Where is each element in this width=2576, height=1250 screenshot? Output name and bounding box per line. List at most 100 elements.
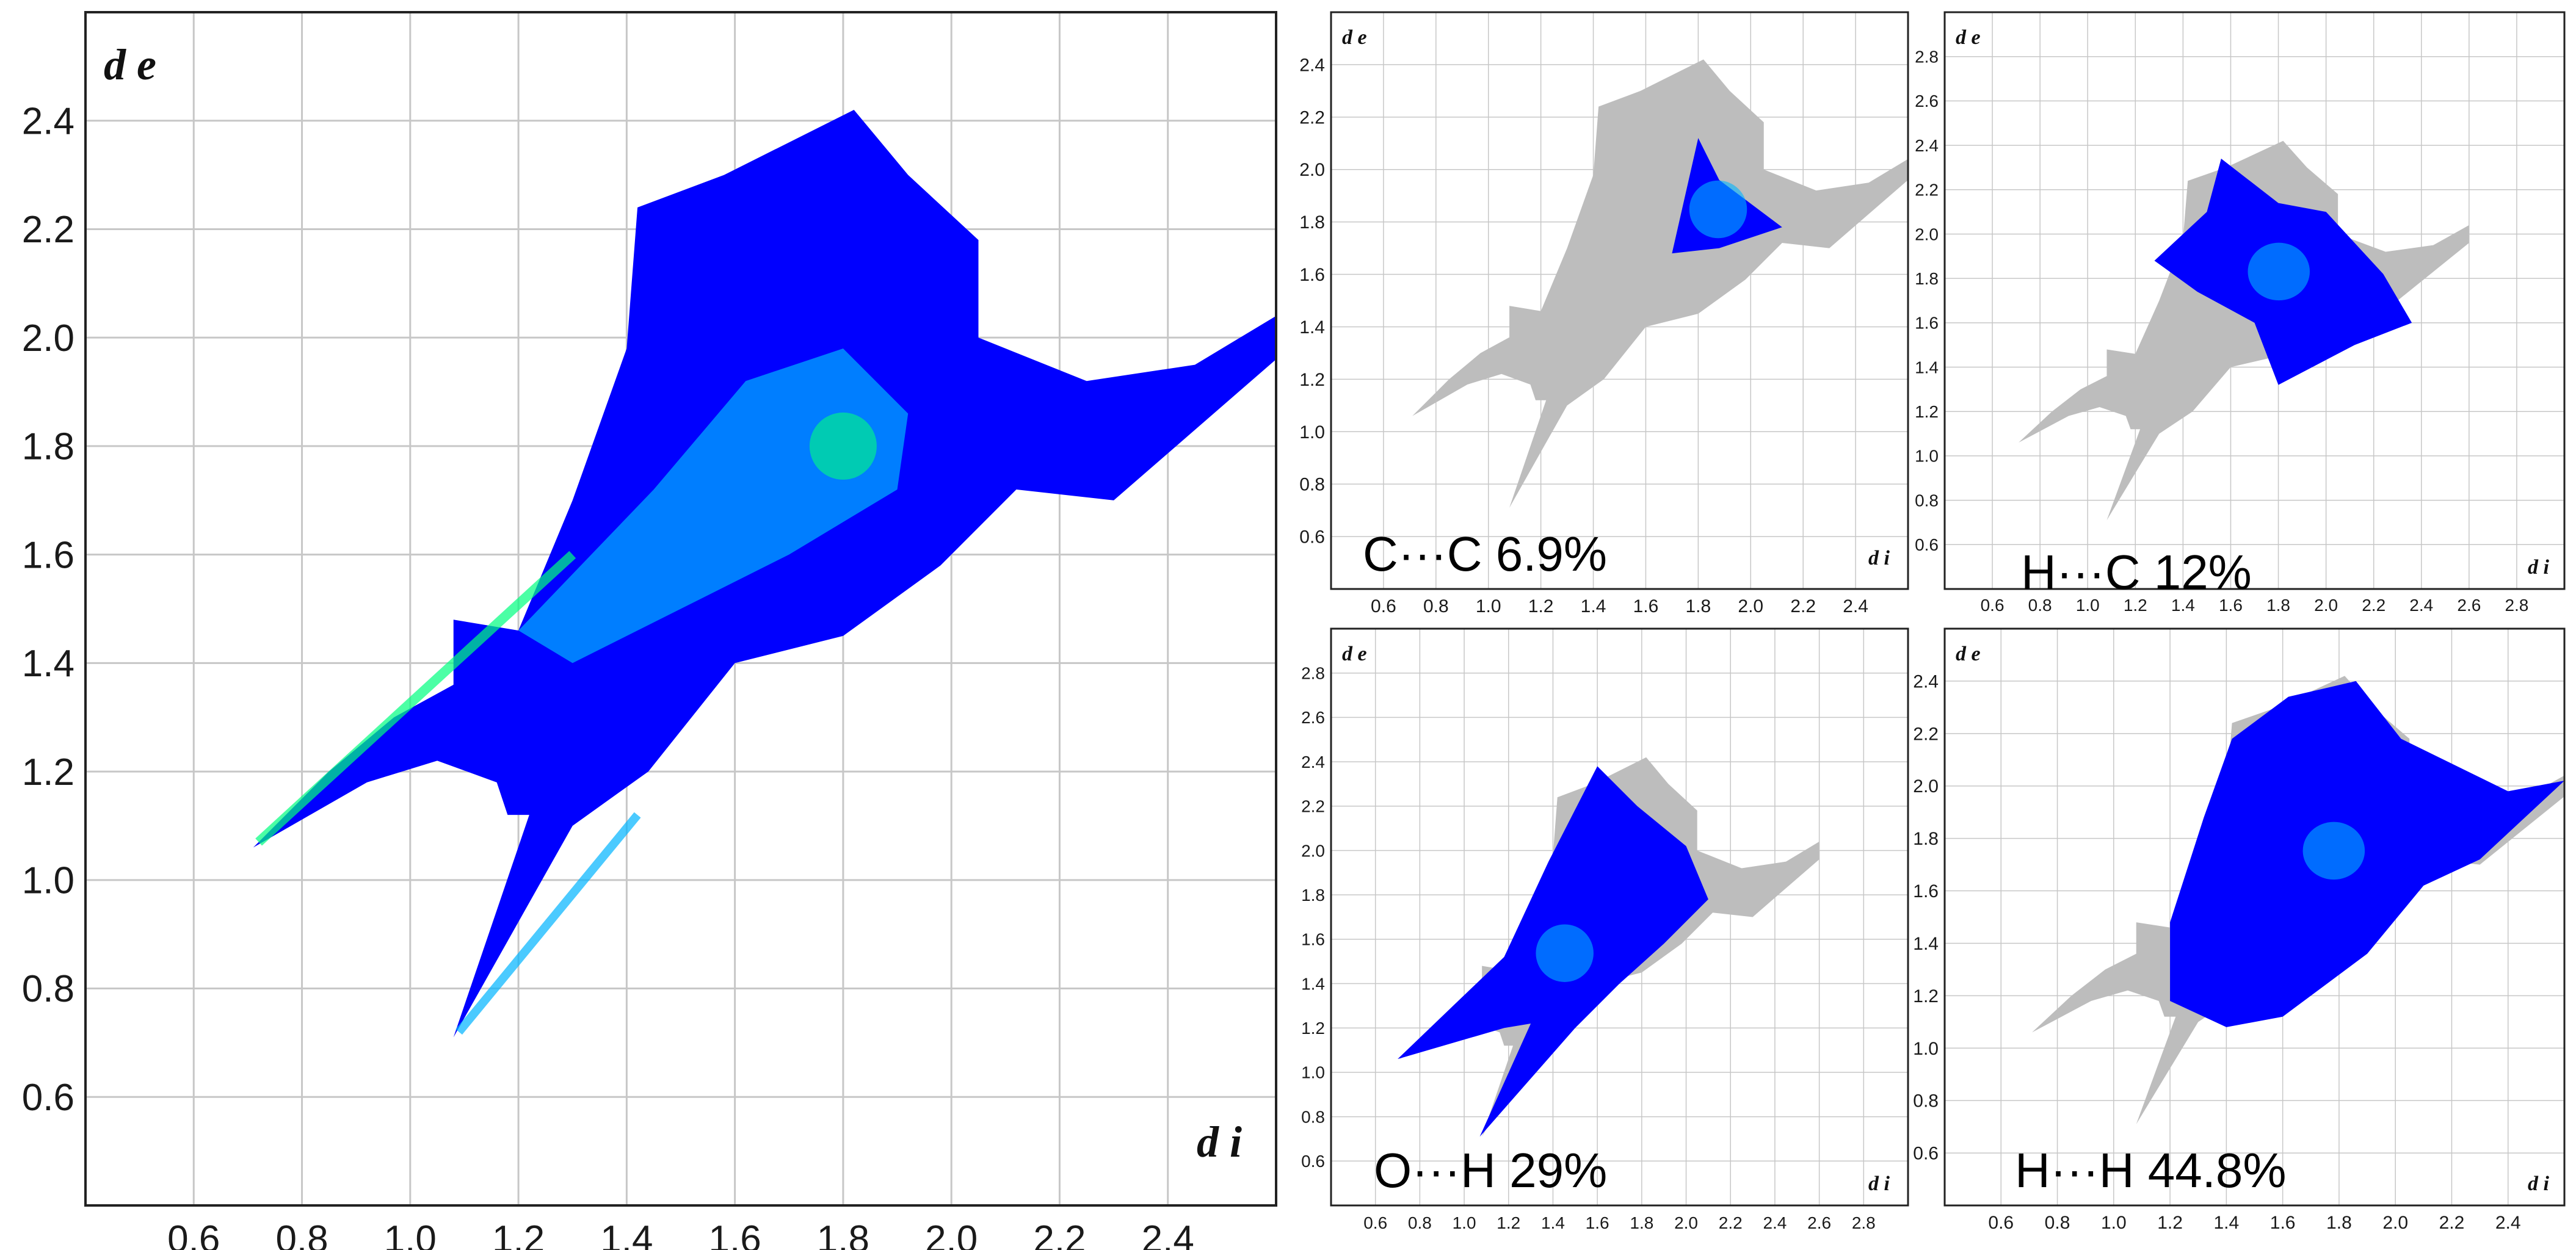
y-tick-label: 1.0 [22,860,74,902]
y-tick-label: 0.6 [1299,527,1325,547]
density-peak [809,412,877,480]
y-tick-label: 2.2 [22,209,74,251]
x-tick-label: 1.4 [1541,1213,1565,1232]
x-tick-label: 2.0 [1738,596,1763,616]
x-tick-label: 2.0 [925,1218,978,1250]
contact-density-core [1689,180,1747,239]
x-tick-label: 1.2 [492,1218,545,1250]
contact-percent-label: H···C 12% [2021,545,2252,599]
y-tick-label: 2.8 [1301,663,1325,682]
x-tick-label: 1.4 [1581,596,1606,616]
fingerprint-region [253,109,1277,1038]
y-tick-label: 1.2 [1299,370,1325,390]
plot-frame [1943,627,2566,1207]
x-tick-label: 1.8 [817,1218,869,1250]
x-tick-labels: 0.6 0.8 1.0 1.2 1.4 1.6 1.8 2.0 2.2 2.4 2.6 2.8 [1363,1213,1876,1232]
y-tick-label: 1.8 [1913,829,1939,849]
cc-fingerprint-plot: 0.6 0.8 1.0 1.2 1.4 1.6 1.8 2.0 2.2 2.4 0.6 0.8 1.0… [1299,11,1909,616]
y-tick-label: 0.8 [1299,475,1325,495]
x-tick-label: 1.0 [2076,596,2100,615]
x-tick-label: 1.6 [709,1218,761,1250]
x-tick-label: 2.4 [2495,1213,2521,1233]
di-axis-label: d i [1868,547,1890,569]
y-tick-label: 2.4 [1299,55,1325,75]
x-tick-label: 2.8 [1852,1213,1876,1232]
x-tick-label: 2.2 [1719,1213,1743,1232]
x-tick-label: 0.6 [1981,596,2005,615]
highlight-region [1398,766,1708,1137]
y-tick-label: 1.4 [1299,317,1325,338]
y-tick-label: 0.6 [22,1077,74,1119]
x-tick-label: 1.6 [1633,596,1659,616]
y-tick-label: 2.2 [1301,797,1325,816]
y-tick-label: 0.8 [1913,1091,1939,1111]
x-tick-label: 2.2 [2439,1213,2465,1233]
x-tick-label: 2.0 [2314,596,2338,615]
x-tick-label: 2.4 [1142,1218,1194,1250]
y-tick-label: 1.2 [1915,402,1939,421]
y-tick-label: 1.8 [1299,212,1325,233]
y-tick-label: 1.2 [1913,986,1939,1006]
de-axis-label: d e [1342,643,1367,665]
x-tick-label: 1.4 [2214,1213,2240,1233]
y-tick-label: 1.2 [1301,1019,1325,1038]
x-tick-label: 1.2 [1497,1213,1520,1232]
x-tick-label: 2.4 [1843,596,1868,616]
y-tick-label: 1.2 [22,751,74,793]
y-tick-label: 2.6 [1301,708,1325,727]
x-tick-label: 0.8 [275,1218,328,1250]
x-tick-label: 2.2 [1033,1218,1086,1250]
di-axis-label: d i [1197,1118,1242,1166]
x-tick-label: 1.6 [2219,596,2243,615]
y-tick-label: 0.6 [1301,1152,1325,1171]
density-spike-upper [255,551,576,846]
y-tick-label: 0.8 [1301,1107,1325,1126]
y-tick-label: 2.2 [1913,724,1939,744]
y-tick-label: 2.2 [1299,107,1325,128]
y-tick-labels: 0.6 0.8 1.0 1.2 1.4 1.6 1.8 2.0 2.2 2.4 [22,100,74,1119]
de-axis-label: d e [1342,26,1367,49]
x-tick-label: 0.8 [1408,1213,1432,1232]
x-tick-label: 1.2 [2157,1213,2183,1233]
x-tick-label: 1.8 [2326,1213,2352,1233]
de-axis-label: d e [1956,26,1981,49]
y-tick-labels: 0.6 0.8 1.0 1.2 1.4 1.6 1.8 2.0 2.2 2.4 [1913,671,1939,1163]
de-axis-label: d e [104,40,156,89]
y-tick-label: 2.2 [1915,181,1939,200]
x-tick-label: 1.2 [1528,596,1554,616]
y-tick-label: 1.4 [1301,974,1325,993]
main-fingerprint-plot: 0.6 0.8 1.0 1.2 1.4 1.6 1.8 2.0 2.2 2.4 0.6 0.8 1.0… [22,11,1277,1250]
di-axis-label: d i [2528,1172,2550,1195]
x-tick-label: 2.6 [1807,1213,1831,1232]
y-tick-label: 0.6 [1915,535,1939,554]
x-tick-label: 0.8 [2028,596,2052,615]
y-tick-label: 1.6 [1299,265,1325,285]
de-axis-label: d e [1956,643,1981,665]
x-tick-label: 1.2 [2124,596,2147,615]
y-tick-label: 1.4 [1913,934,1939,954]
y-tick-label: 1.0 [1301,1063,1325,1082]
x-tick-label: 0.8 [1423,596,1449,616]
fingerprint-area-gray [2019,140,2469,521]
x-tick-label: 2.2 [2362,596,2386,615]
x-tick-label: 1.0 [1453,1213,1476,1232]
oh-fingerprint-plot: 0.6 0.8 1.0 1.2 1.4 1.6 1.8 2.0 2.2 2.4 2.6 2.8 0.6… [1301,627,1909,1232]
y-tick-labels: 0.6 0.8 1.0 1.2 1.4 1.6 1.8 2.0 2.2 2.4 2.6 2.8 [1915,47,1939,554]
y-tick-label: 1.8 [22,426,74,468]
x-tick-label: 2.6 [2457,596,2481,615]
fingerprint-region [2019,140,2469,521]
y-tick-label: 1.4 [1915,358,1939,377]
y-tick-label: 1.6 [1301,930,1325,949]
y-tick-label: 1.0 [1913,1039,1939,1059]
y-tick-label: 2.6 [1915,92,1939,110]
x-tick-label: 2.8 [2505,596,2528,615]
x-tick-label: 1.8 [1630,1213,1653,1232]
x-tick-label: 1.6 [2270,1213,2296,1233]
x-tick-label: 1.8 [1686,596,1711,616]
contact-density-core [2302,822,2365,880]
x-tick-label: 0.6 [1988,1213,2014,1233]
plot-frame [1330,627,1909,1207]
fingerprint-area [253,109,1277,1038]
x-tick-label: 2.0 [2382,1213,2408,1233]
x-tick-label: 1.0 [2101,1213,2127,1233]
